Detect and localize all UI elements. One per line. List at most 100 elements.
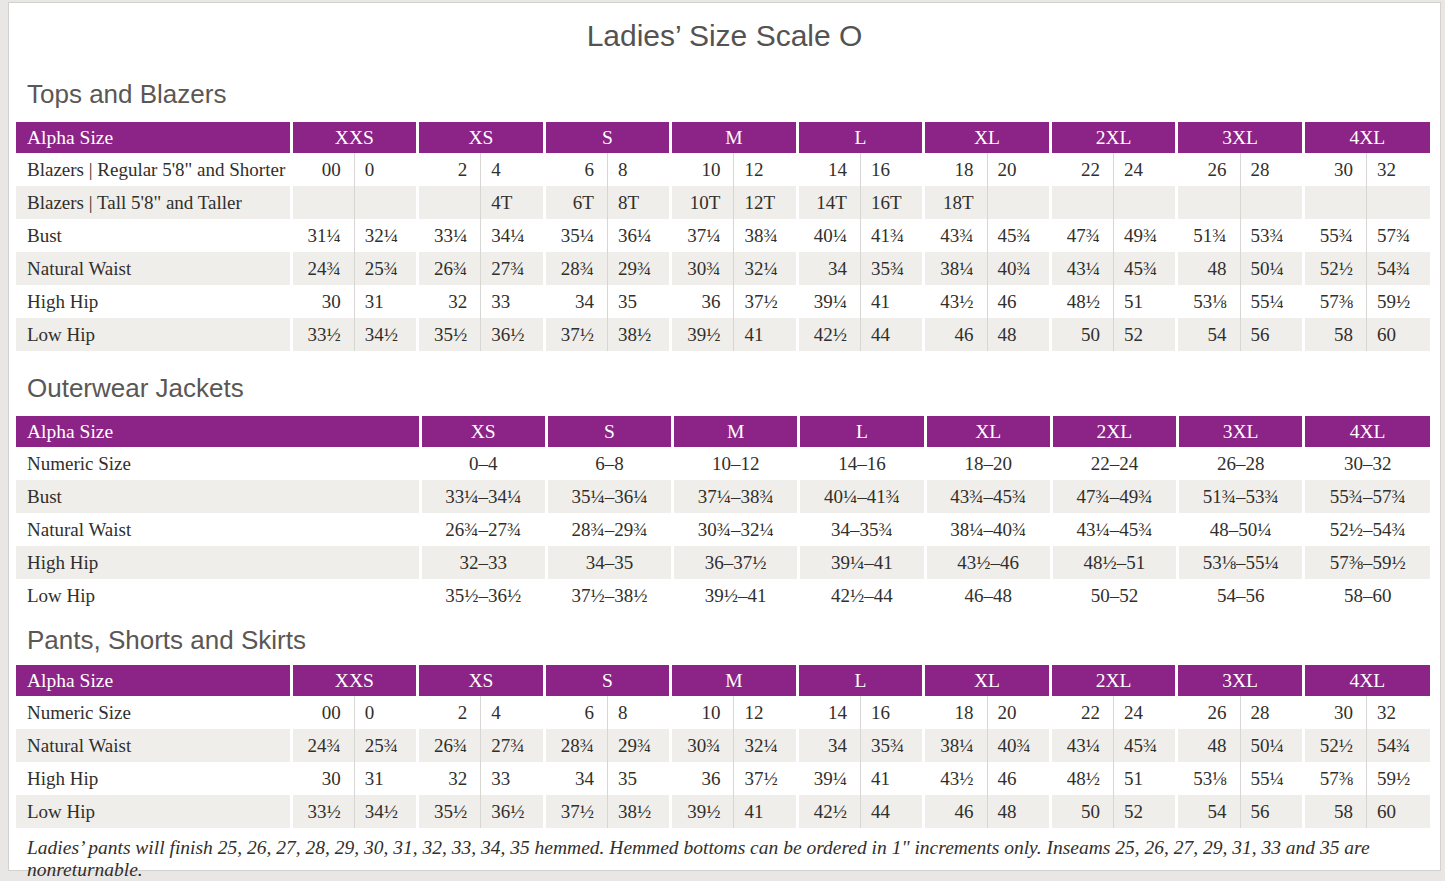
size-cell: 60 [1367,795,1430,828]
table-row-numeric-size: Numeric Size0002468101214161820222426283… [16,696,1430,729]
size-cell: 48½ [1050,762,1113,795]
column-header-3xl: 3XL [1178,416,1304,447]
size-cell: 34½ [354,318,417,351]
size-cell: 57⅜ [1303,762,1366,795]
header-row: Alpha SizeXSSMLXL2XL3XL4XL [16,416,1430,447]
row-label: Numeric Size [16,696,291,729]
size-cell: 48–50¼ [1178,513,1304,546]
size-cell: 58–60 [1304,579,1430,612]
size-cell: 55¾ [1303,219,1366,252]
size-cell: 30 [1303,153,1366,186]
size-cell: 55¾–57¾ [1304,480,1430,513]
size-cell: 51 [1114,762,1177,795]
size-cell: 37½ [544,795,607,828]
size-cell [1240,186,1303,219]
table-row-natural-waist: Natural Waist24¾25¾26¾27¾28¾29¾30¾32¼343… [16,729,1430,762]
size-cell: 26¾ [418,729,481,762]
size-cell: 60 [1367,318,1430,351]
size-cell: 4 [481,696,544,729]
size-cell: 47¾ [1050,219,1113,252]
row-label: Blazers | Regular 5'8" and Shorter [16,153,291,186]
column-header-2xl: 2XL [1050,665,1177,696]
size-cell: 29¾ [607,729,670,762]
size-chart-page: Ladies’ Size Scale O Tops and Blazers Al… [8,2,1441,871]
size-cell: 38½ [607,318,670,351]
size-cell: 45¾ [1114,729,1177,762]
size-table: Alpha SizeXXSXSSMLXL2XL3XL4XLNumeric Siz… [16,665,1430,828]
size-cell: 16 [860,153,923,186]
size-cell: 38¾ [734,219,797,252]
size-cell: 00 [291,696,354,729]
table-row-high-hip: High Hip32–3334–3536–37½39¼–4143½–4648½–… [16,546,1430,579]
row-label: Blazers | Tall 5'8" and Taller [16,186,291,219]
size-cell: 52 [1114,318,1177,351]
size-cell: 42½–44 [799,579,925,612]
size-cell: 36½ [481,795,544,828]
size-cell: 34¼ [481,219,544,252]
size-cell: 35¾ [860,729,923,762]
column-header-xs: XS [418,122,545,153]
column-header-s: S [544,122,671,153]
size-cell: 24¾ [291,252,354,285]
size-cell: 46 [987,285,1050,318]
size-cell: 10 [671,696,734,729]
size-cell: 0 [354,696,417,729]
size-cell: 45¾ [987,219,1050,252]
column-header-s: S [544,665,671,696]
size-cell: 47¾–49¾ [1051,480,1177,513]
size-cell: 35 [607,762,670,795]
column-header-xs: XS [420,416,546,447]
column-header-xxs: XXS [291,665,418,696]
size-cell: 43¾ [924,219,987,252]
column-header-xs: XS [418,665,545,696]
size-cell: 39¼–41 [799,546,925,579]
size-cell: 8 [607,153,670,186]
alpha-size-header: Alpha Size [16,122,291,153]
table-row-numeric-size: Numeric Size0–46–810–1214–1618–2022–2426… [16,447,1430,480]
size-cell: 35½–36½ [420,579,546,612]
size-cell: 34½ [354,795,417,828]
size-cell: 2 [418,153,481,186]
size-cell: 33½ [291,795,354,828]
size-cell: 55¼ [1240,762,1303,795]
size-cell: 46 [924,795,987,828]
size-cell: 14 [797,696,860,729]
table-row-low-hip: Low Hip33½34½35½36½37½38½39½4142½4446485… [16,795,1430,828]
column-header-m: M [671,122,798,153]
size-cell: 39½ [671,795,734,828]
size-cell: 31 [354,285,417,318]
size-cell: 52 [1114,795,1177,828]
size-cell: 37½–38½ [546,579,672,612]
size-cell: 42½ [797,318,860,351]
size-cell: 41 [734,795,797,828]
size-cell: 43¾–45¾ [925,480,1051,513]
table-row-natural-waist: Natural Waist24¾25¾26¾27¾28¾29¾30¾32¼343… [16,252,1430,285]
column-header-xl: XL [924,122,1051,153]
size-cell: 4T [481,186,544,219]
size-cell: 26¾–27¾ [420,513,546,546]
column-header-4xl: 4XL [1303,122,1430,153]
size-cell: 53⅛ [1177,762,1240,795]
size-cell: 45¾ [1114,252,1177,285]
size-cell: 36¼ [607,219,670,252]
column-header-4xl: 4XL [1303,665,1430,696]
row-label: High Hip [16,762,291,795]
column-header-l: L [797,665,924,696]
size-cell: 44 [860,318,923,351]
size-cell: 28¾ [544,729,607,762]
size-cell: 48 [987,795,1050,828]
size-cell: 37¼ [671,219,734,252]
column-header-l: L [797,122,924,153]
size-cell: 43¼ [1050,252,1113,285]
size-cell: 40¾ [987,729,1050,762]
size-cell: 41 [860,762,923,795]
size-cell: 55¼ [1240,285,1303,318]
size-cell: 28 [1240,153,1303,186]
size-cell: 35¾ [860,252,923,285]
row-label: High Hip [16,546,420,579]
table-row-low-hip: Low Hip35½–36½37½–38½39½–4142½–4446–4850… [16,579,1430,612]
size-cell: 12T [734,186,797,219]
table-tops-and-blazers: Alpha SizeXXSXSSMLXL2XL3XL4XLBlazers | R… [16,122,1440,351]
size-cell: 00 [291,153,354,186]
size-cell: 35 [607,285,670,318]
